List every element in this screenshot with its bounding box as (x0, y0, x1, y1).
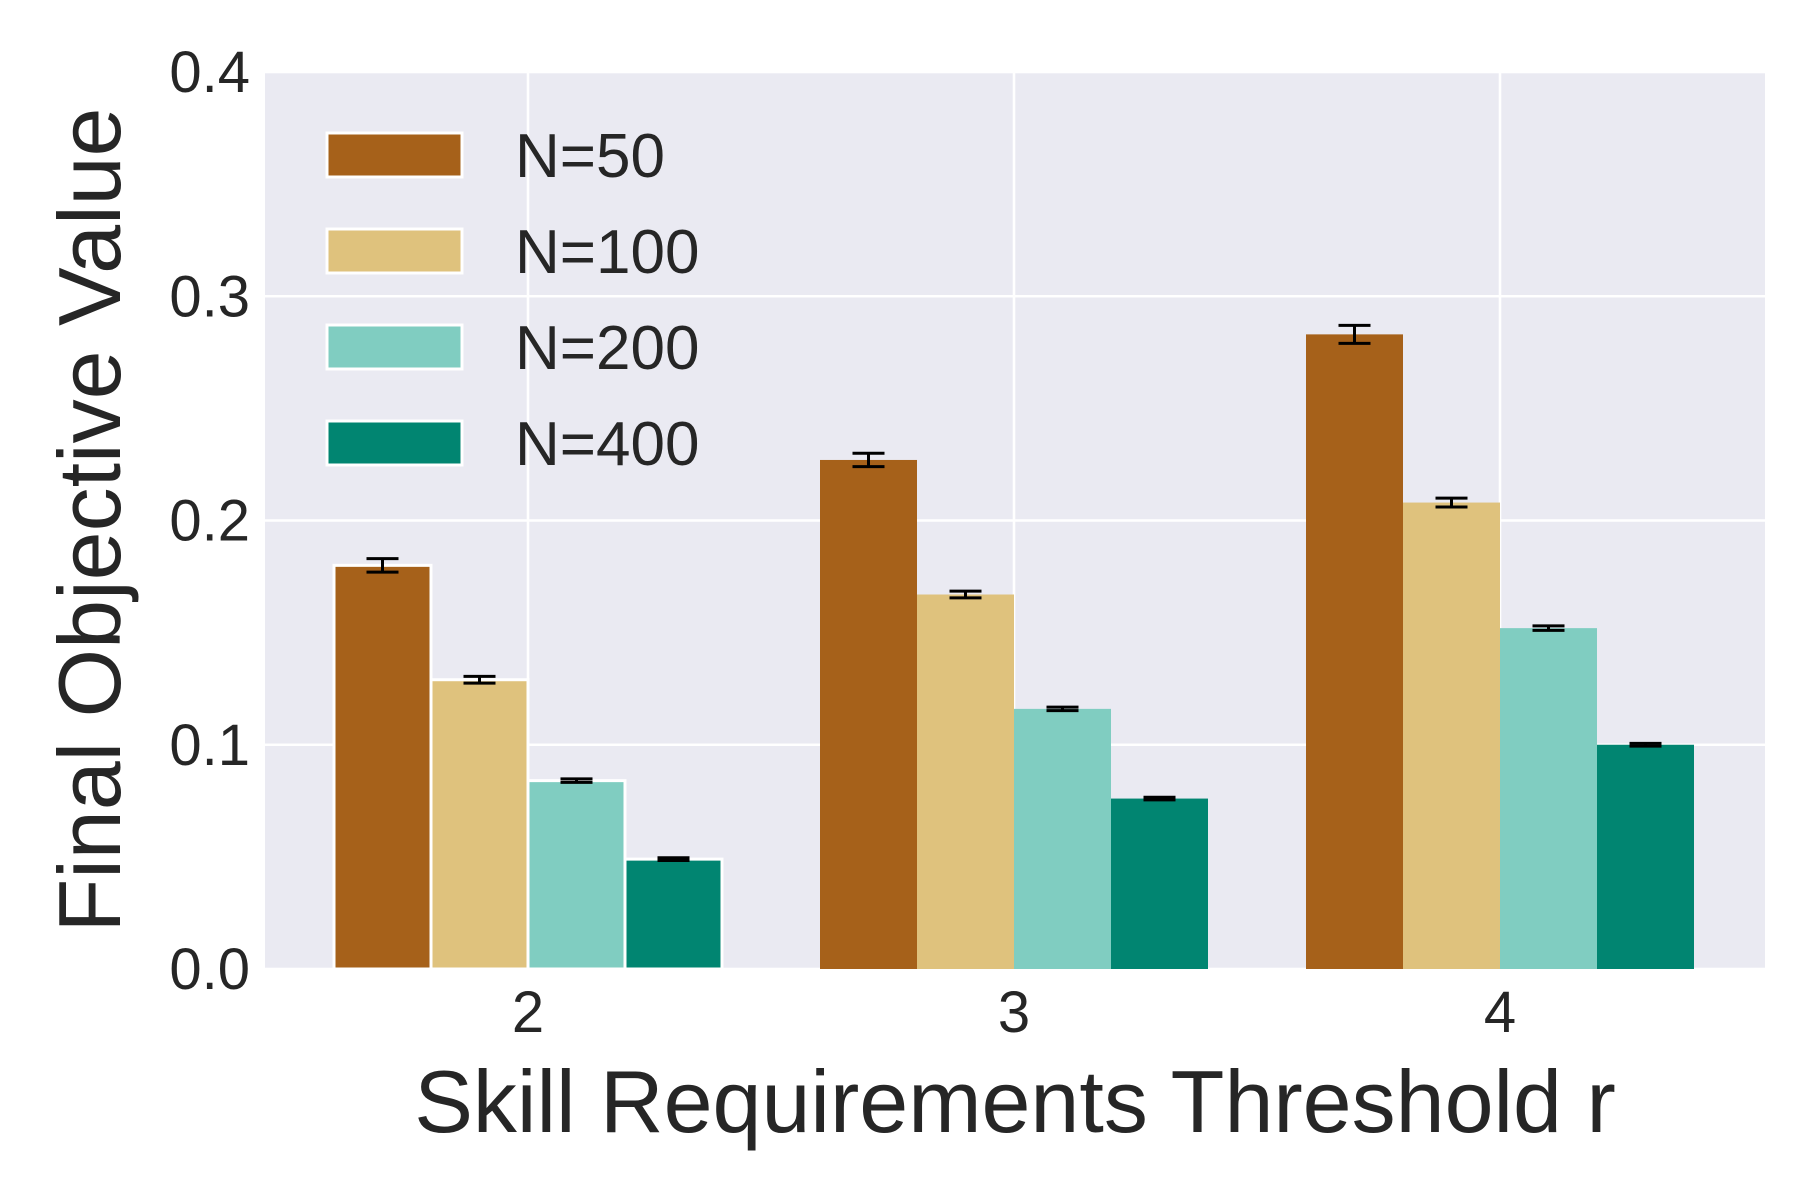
x-tick-label: 2 (512, 980, 544, 1045)
legend-swatch (325, 131, 464, 179)
y-axis-label: Final Objective Value (40, 108, 139, 933)
legend-label: N=50 (515, 122, 665, 191)
bar (1111, 798, 1208, 969)
legend-swatch (325, 419, 464, 467)
bar (1500, 628, 1597, 969)
y-tick-label: 0.4 (169, 40, 250, 105)
legend: N=50 N=100 N=200 N=400 (325, 122, 699, 479)
x-axis-ticks: 2 3 4 (512, 980, 1516, 1045)
bar (1403, 502, 1500, 969)
bar (1306, 334, 1403, 969)
bar (526, 779, 627, 971)
bar (429, 678, 530, 971)
y-tick-label: 0.3 (169, 264, 250, 329)
bar (623, 857, 724, 971)
y-tick-label: 0.1 (169, 713, 250, 778)
bar (820, 459, 917, 969)
bar (1014, 708, 1111, 969)
legend-swatch (325, 323, 464, 371)
y-axis-ticks: 0.0 0.1 0.2 0.3 0.4 (169, 40, 250, 1002)
legend-label: N=200 (515, 314, 699, 383)
legend-swatch (325, 227, 464, 275)
x-axis-label: Skill Requirements Threshold r (414, 1052, 1616, 1151)
x-tick-label: 3 (998, 980, 1030, 1045)
legend-label: N=100 (515, 218, 699, 287)
x-tick-label: 4 (1484, 980, 1516, 1045)
bar (917, 594, 1014, 969)
legend-label: N=400 (515, 410, 699, 479)
bar (1597, 744, 1694, 969)
y-tick-label: 0.0 (169, 937, 250, 1002)
bars (332, 334, 1694, 971)
bar (332, 563, 433, 971)
error-bars (366, 323, 1662, 862)
y-tick-label: 0.2 (169, 489, 250, 554)
